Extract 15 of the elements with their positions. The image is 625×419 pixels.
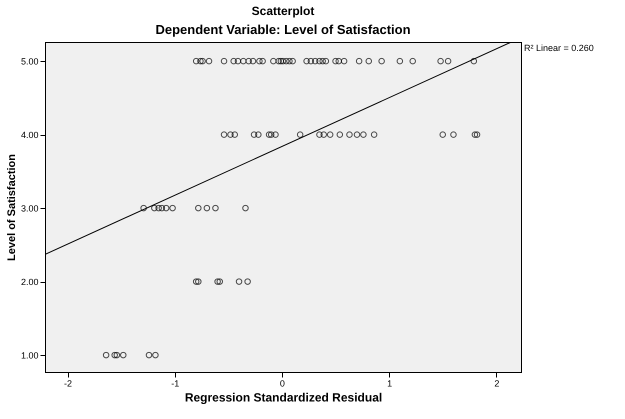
y-tick-label: 1.00	[20, 350, 38, 361]
x-axis-title: Regression Standardized Residual	[184, 390, 382, 404]
y-axis-title: Level of Satisfaction	[6, 154, 18, 261]
chart-title: Scatterplot	[252, 4, 314, 18]
y-tick-label: 5.00	[20, 56, 38, 67]
chart-subtitle: Dependent Variable: Level of Satisfaction	[155, 22, 411, 37]
y-tick-label: 2.00	[20, 277, 38, 288]
y-tick-label: 4.00	[20, 130, 38, 140]
x-tick-label: 0	[280, 378, 285, 388]
x-tick-label: 2	[494, 378, 500, 388]
text: R² Linear = 0.260	[524, 43, 594, 53]
x-tick-label: -2	[64, 378, 72, 388]
y-tick-label: 3.00	[20, 204, 38, 214]
x-tick-label: -1	[171, 378, 180, 388]
x-tick-label: 1	[387, 378, 392, 388]
